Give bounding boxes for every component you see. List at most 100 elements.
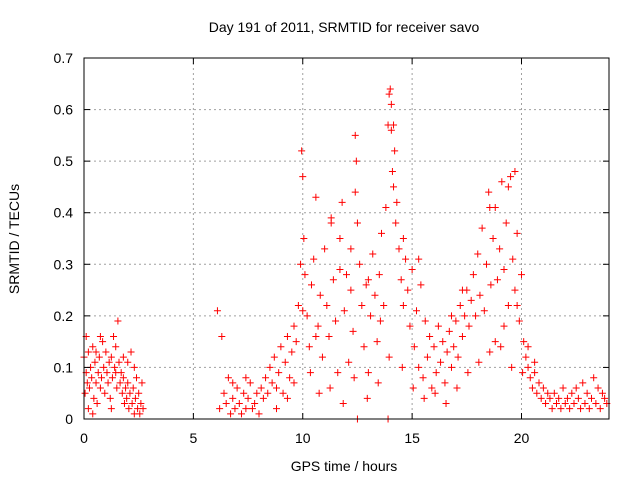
- x-tick-label: 15: [404, 430, 420, 446]
- data-point: [81, 389, 89, 397]
- data-point: [550, 389, 558, 397]
- data-point: [509, 255, 517, 263]
- data-point: [266, 363, 274, 371]
- data-point: [248, 405, 256, 413]
- data-point: [100, 363, 108, 371]
- data-point: [277, 343, 285, 351]
- data-point: [464, 369, 472, 377]
- data-point: [453, 384, 461, 392]
- data-point: [430, 343, 438, 351]
- data-point: [385, 353, 393, 361]
- data-point: [387, 126, 395, 134]
- data-point: [308, 281, 315, 289]
- data-point: [120, 400, 128, 408]
- y-tick-label: 0.7: [54, 50, 74, 66]
- data-point: [123, 394, 131, 402]
- data-point: [594, 384, 602, 392]
- data-point: [399, 235, 407, 242]
- data-point: [535, 379, 543, 387]
- data-point: [216, 405, 224, 413]
- data-point: [122, 384, 130, 392]
- data-point: [531, 369, 539, 377]
- data-point: [362, 281, 370, 289]
- data-point: [98, 374, 105, 382]
- data-point: [343, 271, 350, 279]
- data-point: [585, 405, 593, 413]
- data-point: [415, 363, 423, 371]
- data-point: [480, 307, 488, 315]
- data-point: [475, 358, 483, 366]
- y-tick-label: 0.5: [54, 153, 74, 169]
- data-point: [369, 250, 377, 258]
- data-point: [390, 121, 398, 129]
- data-point: [376, 317, 384, 325]
- data-point: [84, 348, 92, 356]
- data-point: [306, 369, 314, 377]
- data-point: [577, 405, 585, 413]
- data-point: [104, 379, 112, 387]
- data-point: [112, 343, 120, 351]
- data-point: [533, 389, 541, 397]
- data-point: [213, 307, 221, 315]
- data-point: [113, 384, 121, 392]
- data-point: [325, 332, 333, 340]
- data-point: [410, 343, 418, 351]
- data-point: [358, 302, 366, 310]
- data-points: [80, 85, 611, 423]
- data-point: [244, 394, 252, 402]
- data-point: [99, 338, 107, 346]
- data-point: [229, 394, 237, 402]
- data-point: [227, 410, 235, 418]
- axis-ticks: 0 5 10 15 20 0 0.1 0.2 0.3 0.4 0.5 0.6 0.7: [54, 50, 609, 446]
- data-point: [347, 286, 355, 294]
- x-tick-label: 0: [80, 430, 88, 446]
- data-point: [89, 343, 97, 351]
- data-point: [398, 363, 406, 371]
- data-point: [240, 389, 248, 397]
- data-point: [598, 389, 606, 397]
- data-point: [374, 379, 382, 387]
- data-point: [300, 235, 308, 242]
- data-point: [115, 358, 123, 366]
- data-point: [518, 271, 525, 279]
- data-point: [431, 389, 439, 397]
- data-point: [85, 384, 93, 392]
- data-point: [432, 369, 440, 377]
- data-point: [288, 348, 296, 356]
- data-point: [351, 131, 359, 139]
- data-point: [231, 405, 239, 413]
- data-point: [371, 291, 379, 299]
- data-point: [520, 338, 528, 346]
- data-point: [485, 188, 493, 196]
- y-tick-label: 0.6: [54, 102, 74, 118]
- data-point: [262, 374, 270, 382]
- data-point: [279, 389, 287, 397]
- data-point: [452, 317, 460, 325]
- data-point: [257, 384, 265, 392]
- data-point: [251, 400, 259, 408]
- data-point: [561, 400, 569, 408]
- data-point: [108, 374, 116, 382]
- data-point: [347, 245, 355, 253]
- data-point: [133, 374, 140, 382]
- data-point: [119, 374, 127, 382]
- data-point: [103, 369, 111, 377]
- data-point: [531, 358, 539, 366]
- data-point: [491, 338, 499, 346]
- data-point: [242, 374, 250, 382]
- data-point: [478, 224, 486, 232]
- data-point: [406, 322, 414, 330]
- data-point: [557, 405, 565, 413]
- data-point: [448, 312, 455, 320]
- data-point: [524, 363, 532, 371]
- data-point: [601, 394, 609, 402]
- data-point: [415, 255, 423, 263]
- data-point: [229, 379, 237, 387]
- data-point: [124, 379, 132, 387]
- data-point: [528, 384, 536, 392]
- data-point: [395, 245, 403, 253]
- data-point: [513, 229, 521, 237]
- data-point: [327, 214, 335, 222]
- y-tick-label: 0.1: [54, 359, 74, 375]
- data-point: [373, 338, 381, 346]
